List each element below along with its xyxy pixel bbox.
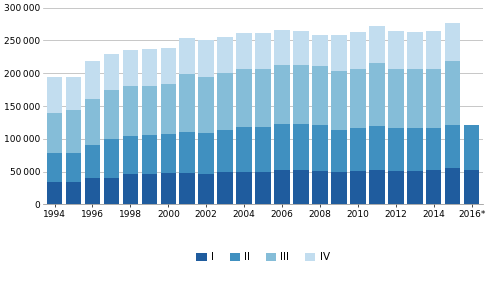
Bar: [274, 30, 290, 66]
Bar: [407, 171, 423, 204]
Bar: [66, 182, 82, 204]
Legend: I, II, III, IV: I, II, III, IV: [196, 252, 330, 262]
Bar: [218, 72, 233, 130]
Bar: [388, 69, 404, 128]
Bar: [141, 49, 157, 86]
Bar: [104, 178, 119, 204]
Bar: [47, 76, 62, 113]
Bar: [47, 153, 62, 182]
Bar: [123, 50, 138, 86]
Bar: [255, 69, 271, 127]
Bar: [141, 86, 157, 135]
Bar: [236, 33, 252, 69]
Bar: [85, 145, 100, 178]
Bar: [66, 153, 82, 182]
Bar: [255, 172, 271, 204]
Bar: [445, 62, 461, 125]
Bar: [464, 170, 479, 204]
Bar: [464, 125, 479, 170]
Bar: [369, 170, 384, 204]
Bar: [141, 135, 157, 174]
Bar: [445, 168, 461, 204]
Bar: [407, 32, 423, 69]
Bar: [350, 128, 366, 171]
Bar: [331, 130, 347, 172]
Bar: [293, 124, 309, 170]
Bar: [180, 132, 195, 173]
Bar: [66, 77, 82, 110]
Bar: [407, 128, 423, 171]
Bar: [388, 31, 404, 69]
Bar: [161, 134, 176, 173]
Bar: [85, 178, 100, 204]
Bar: [426, 170, 441, 204]
Bar: [104, 53, 119, 90]
Bar: [293, 31, 309, 66]
Bar: [369, 63, 384, 127]
Bar: [47, 182, 62, 204]
Bar: [198, 40, 214, 76]
Bar: [180, 173, 195, 204]
Bar: [369, 127, 384, 170]
Bar: [85, 62, 100, 99]
Bar: [331, 172, 347, 204]
Bar: [123, 136, 138, 174]
Bar: [104, 90, 119, 139]
Bar: [312, 34, 327, 66]
Bar: [123, 86, 138, 136]
Bar: [445, 125, 461, 168]
Bar: [161, 48, 176, 84]
Bar: [388, 171, 404, 204]
Bar: [350, 171, 366, 204]
Bar: [218, 172, 233, 204]
Bar: [66, 110, 82, 153]
Bar: [180, 38, 195, 74]
Bar: [236, 127, 252, 172]
Bar: [161, 84, 176, 134]
Bar: [331, 35, 347, 71]
Bar: [445, 23, 461, 62]
Bar: [198, 133, 214, 174]
Bar: [369, 26, 384, 63]
Bar: [350, 32, 366, 69]
Bar: [255, 33, 271, 69]
Bar: [198, 76, 214, 133]
Bar: [218, 130, 233, 172]
Bar: [236, 172, 252, 204]
Bar: [426, 31, 441, 69]
Bar: [104, 139, 119, 178]
Bar: [388, 128, 404, 171]
Bar: [274, 66, 290, 124]
Bar: [312, 171, 327, 204]
Bar: [274, 124, 290, 170]
Bar: [123, 174, 138, 204]
Bar: [218, 37, 233, 72]
Bar: [293, 66, 309, 124]
Bar: [85, 99, 100, 145]
Bar: [312, 66, 327, 125]
Bar: [274, 170, 290, 204]
Bar: [236, 69, 252, 127]
Bar: [426, 69, 441, 128]
Bar: [161, 173, 176, 204]
Bar: [331, 71, 347, 130]
Bar: [180, 74, 195, 132]
Bar: [350, 69, 366, 128]
Bar: [407, 69, 423, 128]
Bar: [255, 127, 271, 172]
Bar: [141, 174, 157, 204]
Bar: [293, 170, 309, 204]
Bar: [312, 125, 327, 171]
Bar: [47, 113, 62, 153]
Bar: [198, 174, 214, 204]
Bar: [426, 128, 441, 170]
